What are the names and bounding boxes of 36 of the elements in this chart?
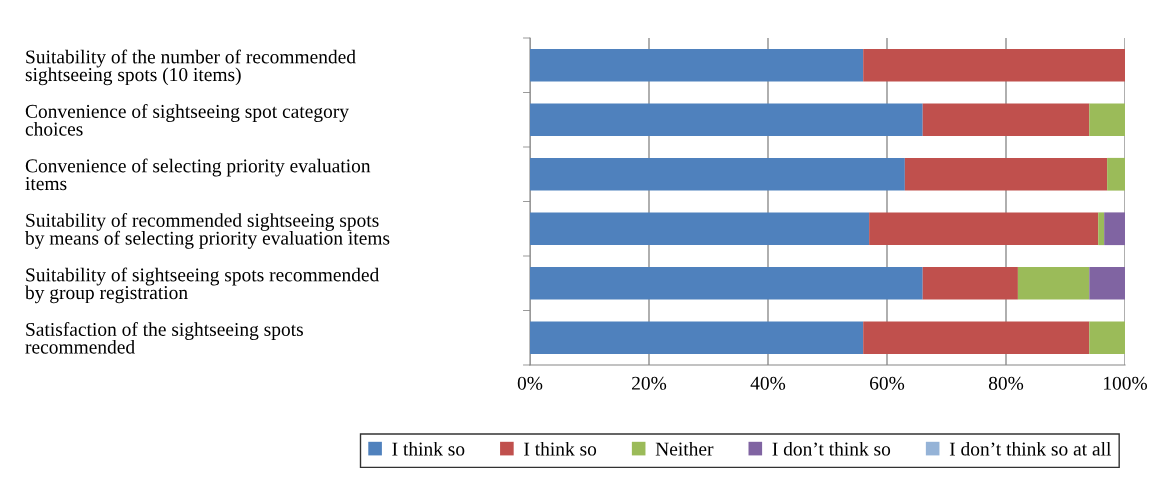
bar: [869, 212, 1099, 246]
legend-label: I think so: [524, 441, 597, 456]
bar: [530, 212, 870, 246]
bar: [1017, 266, 1090, 300]
y-tick-label: Convenience of sightseeing spot category choices: [25, 104, 349, 136]
bar: [1089, 266, 1125, 300]
bar: [1104, 212, 1125, 246]
bar: [530, 157, 905, 191]
bar: [1089, 321, 1125, 355]
legend-label: I don’t think so at all: [949, 441, 1112, 456]
x-tick-label: 20%: [632, 376, 667, 390]
y-tick-label: Suitability of the number of recommended sightseeing spots (10 items): [25, 49, 356, 86]
x-tick-label: 60%: [870, 376, 905, 390]
bar: [530, 266, 923, 300]
bar: [530, 321, 864, 355]
x-tick-label: 0%: [517, 376, 543, 390]
bar: [530, 48, 864, 82]
bar: [922, 103, 1090, 137]
legend-label: Neither: [655, 441, 714, 456]
bar: [530, 103, 923, 137]
y-tick-label: Suitability of sightseeing spots recommended by group registration: [25, 267, 380, 304]
legend-label: I think so: [392, 441, 465, 456]
x-tick-label: 40%: [750, 376, 786, 390]
legend-label: I don’t think so: [772, 441, 891, 456]
y-tick-label: Suitability of recommended sightseeing spots by means of selecting priority evaluation items: [25, 212, 390, 249]
bar: [922, 266, 1018, 300]
bar: [863, 321, 1090, 355]
bar: [1107, 157, 1125, 191]
x-tick-label: 100%: [1104, 376, 1148, 390]
x-tick-label: 80%: [988, 376, 1024, 390]
bar: [1098, 212, 1105, 246]
bar: [1089, 103, 1125, 137]
bar: [863, 48, 1125, 82]
y-tick-label: Satisfaction of the sightseeing spots recommended: [25, 322, 303, 354]
y-tick-label: Convenience of selecting priority evaluation items: [25, 158, 371, 191]
bar: [904, 157, 1108, 191]
